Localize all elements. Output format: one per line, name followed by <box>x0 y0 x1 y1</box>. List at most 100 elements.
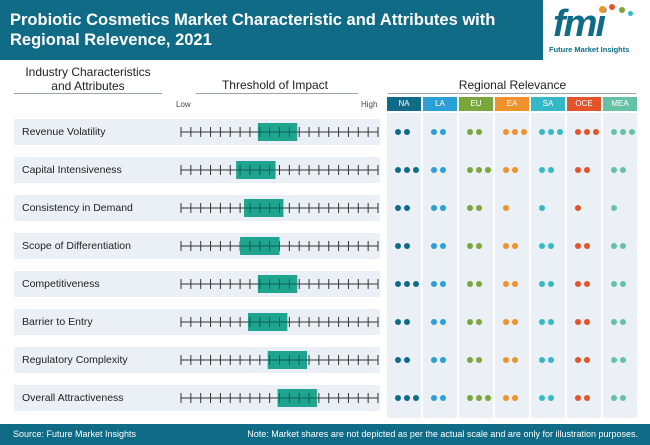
region-dot-oce <box>575 129 581 135</box>
logo-dot-icon <box>619 7 625 13</box>
region-column-oce <box>567 113 601 418</box>
logo-dot-icon <box>599 6 606 13</box>
region-dot-eu <box>467 319 473 325</box>
region-dot-mea <box>611 319 617 325</box>
region-dot-na <box>404 205 410 211</box>
region-dot-la <box>431 129 437 135</box>
header-banner: Probiotic Cosmetics Market Characteristi… <box>0 0 650 60</box>
region-dot-la <box>440 243 446 249</box>
region-dot-la <box>431 395 437 401</box>
region-dot-oce <box>575 357 581 363</box>
region-dot-na <box>404 395 410 401</box>
region-dot-mea <box>611 167 617 173</box>
region-dot-ea <box>512 129 518 135</box>
region-dot-sa <box>548 319 554 325</box>
region-dot-oce <box>575 243 581 249</box>
region-dot-eu <box>476 395 482 401</box>
region-dot-mea <box>620 243 626 249</box>
region-dot-sa <box>548 129 554 135</box>
region-dot-ea <box>512 395 518 401</box>
region-dot-sa <box>548 357 554 363</box>
region-dot-eu <box>476 357 482 363</box>
region-dot-mea <box>611 129 617 135</box>
region-header-oce: OCE <box>567 97 601 111</box>
region-dot-na <box>404 357 410 363</box>
region-dot-mea <box>620 357 626 363</box>
region-dot-ea <box>512 167 518 173</box>
region-dot-sa <box>548 395 554 401</box>
region-dot-la <box>431 205 437 211</box>
region-dot-eu <box>476 243 482 249</box>
region-dot-na <box>404 129 410 135</box>
region-dot-mea <box>611 281 617 287</box>
region-dot-na <box>404 281 410 287</box>
region-dot-na <box>395 319 401 325</box>
region-dot-la <box>440 395 446 401</box>
region-dot-na <box>413 167 419 173</box>
row-label: Competitiveness <box>22 278 100 290</box>
region-header-sa: SA <box>531 97 565 111</box>
region-dot-sa <box>539 243 545 249</box>
region-dot-na <box>404 243 410 249</box>
region-dot-oce <box>584 357 590 363</box>
logo-dot-icon <box>628 11 633 16</box>
region-dot-la <box>440 319 446 325</box>
region-dot-ea <box>521 129 527 135</box>
region-header-na: NA <box>387 97 421 111</box>
regional-underline <box>388 93 636 94</box>
region-dot-ea <box>503 243 509 249</box>
region-dot-sa <box>539 129 545 135</box>
row-label: Regulatory Complexity <box>22 354 128 366</box>
region-dot-la <box>431 319 437 325</box>
region-column-mea <box>603 113 637 418</box>
region-dot-eu <box>467 243 473 249</box>
region-dot-la <box>440 129 446 135</box>
footer-bar: Source: Future Market Insights Note: Mar… <box>0 424 650 445</box>
region-dot-sa <box>539 395 545 401</box>
region-dot-oce <box>575 205 581 211</box>
region-dot-mea <box>620 281 626 287</box>
region-dot-mea <box>629 129 635 135</box>
region-dot-mea <box>611 205 617 211</box>
region-dot-eu <box>485 395 491 401</box>
region-dot-eu <box>467 205 473 211</box>
fmi-logo: fmi Future Market Insights <box>543 0 650 60</box>
logo-dot-icon <box>609 4 615 10</box>
region-dot-sa <box>539 205 545 211</box>
region-dot-la <box>431 281 437 287</box>
row-label: Revenue Volatility <box>22 126 106 138</box>
region-header-la: LA <box>423 97 457 111</box>
region-dot-oce <box>575 395 581 401</box>
scale-low-label: Low <box>176 100 191 109</box>
region-dot-na <box>413 395 419 401</box>
region-dot-na <box>395 357 401 363</box>
region-dot-eu <box>476 281 482 287</box>
region-dot-na <box>395 243 401 249</box>
region-dot-sa <box>539 357 545 363</box>
region-column-na <box>387 113 421 418</box>
region-dot-na <box>413 281 419 287</box>
region-dot-sa <box>539 281 545 287</box>
region-dot-eu <box>467 167 473 173</box>
page-title: Probiotic Cosmetics Market Characteristi… <box>10 11 496 49</box>
region-dot-na <box>395 281 401 287</box>
region-dot-eu <box>476 167 482 173</box>
region-dot-ea <box>503 129 509 135</box>
region-dot-sa <box>539 319 545 325</box>
footer-note: Note: Market shares are not depicted as … <box>247 429 638 439</box>
region-dot-la <box>440 205 446 211</box>
region-dot-na <box>395 205 401 211</box>
region-dot-eu <box>476 205 482 211</box>
region-dot-oce <box>584 167 590 173</box>
region-dot-ea <box>503 281 509 287</box>
region-dot-na <box>395 129 401 135</box>
logo-mark: fmi <box>553 3 606 45</box>
region-header-mea: MEA <box>603 97 637 111</box>
region-dot-sa <box>548 167 554 173</box>
region-dot-eu <box>476 129 482 135</box>
region-dot-eu <box>467 129 473 135</box>
region-dot-eu <box>476 319 482 325</box>
region-dot-eu <box>467 395 473 401</box>
region-column-sa <box>531 113 565 418</box>
